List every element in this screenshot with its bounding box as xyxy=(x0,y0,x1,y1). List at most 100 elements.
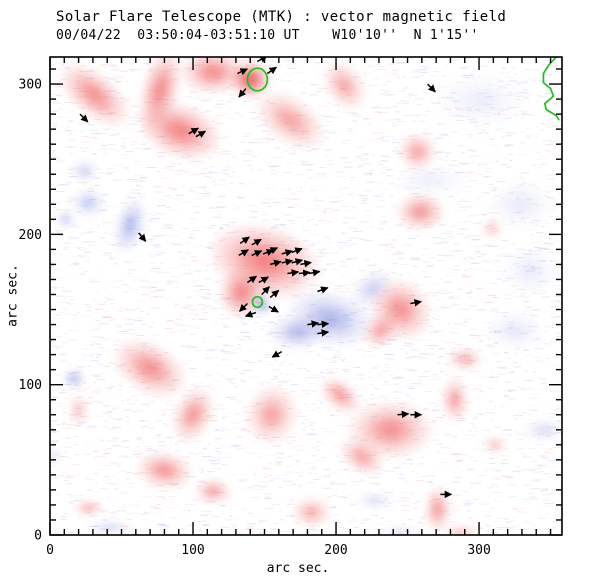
noise-streak xyxy=(231,526,236,528)
noise-streak xyxy=(212,457,223,459)
noise-streak xyxy=(435,357,442,359)
noise-streak xyxy=(273,156,282,158)
noise-streak xyxy=(485,412,493,414)
noise-streak xyxy=(57,336,63,338)
plot-title: Solar Flare Telescope (MTK) : vector mag… xyxy=(56,9,507,25)
noise-streak xyxy=(315,90,322,92)
noise-streak xyxy=(516,176,522,178)
noise-streak xyxy=(134,112,138,114)
magnetic-blob-core xyxy=(96,523,125,532)
noise-streak xyxy=(435,443,443,445)
noise-streak xyxy=(543,452,551,454)
noise-streak xyxy=(235,348,241,350)
noise-streak xyxy=(109,362,116,364)
noise-streak xyxy=(216,201,227,203)
noise-streak xyxy=(541,388,548,390)
noise-streak xyxy=(374,529,385,531)
noise-streak xyxy=(309,422,316,424)
noise-streak xyxy=(490,507,495,509)
noise-streak xyxy=(68,330,79,332)
noise-streak xyxy=(348,474,351,476)
noise-streak xyxy=(306,169,313,171)
noise-streak xyxy=(544,326,551,328)
noise-streak xyxy=(521,172,530,174)
noise-streak xyxy=(390,246,396,248)
noise-streak xyxy=(555,332,562,334)
noise-streak xyxy=(88,244,95,246)
noise-streak xyxy=(166,320,174,322)
noise-streak xyxy=(226,326,230,328)
noise-streak xyxy=(453,506,459,508)
noise-streak xyxy=(380,215,386,217)
noise-streak xyxy=(322,212,327,214)
noise-streak xyxy=(134,425,137,427)
noise-streak xyxy=(473,499,479,501)
noise-streak xyxy=(181,253,190,255)
noise-streak xyxy=(134,174,143,176)
noise-streak xyxy=(555,391,560,393)
noise-streak xyxy=(520,241,524,243)
noise-streak xyxy=(260,481,269,483)
noise-streak xyxy=(137,317,141,319)
noise-streak xyxy=(219,318,223,320)
noise-streak xyxy=(543,513,551,515)
noise-streak xyxy=(94,472,99,474)
flare-contour-ellipse xyxy=(251,295,264,309)
noise-streak xyxy=(489,376,499,378)
noise-streak xyxy=(522,62,527,64)
noise-streak xyxy=(288,499,295,501)
noise-streak xyxy=(274,522,279,524)
noise-streak xyxy=(88,397,94,399)
noise-streak xyxy=(55,130,63,132)
noise-streak xyxy=(553,71,558,73)
noise-streak xyxy=(188,345,192,347)
noise-streak xyxy=(125,319,135,321)
noise-streak xyxy=(72,314,78,316)
noise-streak xyxy=(285,355,288,357)
noise-streak xyxy=(406,458,411,460)
noise-streak xyxy=(84,443,87,445)
noise-streak xyxy=(466,149,474,151)
noise-streak xyxy=(515,466,521,468)
noise-streak xyxy=(463,220,473,222)
noise-streak xyxy=(490,420,493,422)
noise-streak xyxy=(443,481,446,483)
noise-streak xyxy=(162,167,171,169)
noise-streak xyxy=(203,524,209,526)
noise-streak xyxy=(411,349,414,351)
noise-streak xyxy=(150,521,154,523)
noise-streak xyxy=(56,424,60,426)
noise-streak xyxy=(446,230,454,232)
noise-streak xyxy=(257,169,263,171)
noise-streak xyxy=(550,102,558,104)
noise-streak xyxy=(273,359,278,361)
noise-streak xyxy=(380,199,384,201)
noise-streak xyxy=(111,79,119,81)
noise-streak xyxy=(436,123,445,125)
noise-streak xyxy=(510,520,514,522)
noise-streak xyxy=(255,141,263,143)
noise-streak xyxy=(316,252,325,254)
noise-streak xyxy=(535,444,543,446)
noise-streak xyxy=(188,232,194,234)
noise-streak xyxy=(432,257,436,259)
noise-streak xyxy=(503,298,508,300)
noise-streak xyxy=(138,192,142,194)
noise-streak xyxy=(365,260,370,262)
noise-streak xyxy=(103,152,109,154)
noise-streak xyxy=(262,357,270,359)
noise-streak xyxy=(289,206,297,208)
noise-streak xyxy=(129,504,140,506)
noise-streak xyxy=(521,114,532,116)
noise-streak xyxy=(232,529,237,531)
noise-streak xyxy=(469,482,480,484)
noise-streak xyxy=(379,93,387,95)
noise-streak xyxy=(191,500,199,502)
noise-streak xyxy=(401,523,405,525)
noise-streak xyxy=(53,68,62,70)
noise-streak xyxy=(132,120,137,122)
noise-streak xyxy=(213,281,220,283)
noise-streak xyxy=(262,340,269,342)
noise-streak xyxy=(285,58,296,60)
noise-streak xyxy=(420,120,425,122)
